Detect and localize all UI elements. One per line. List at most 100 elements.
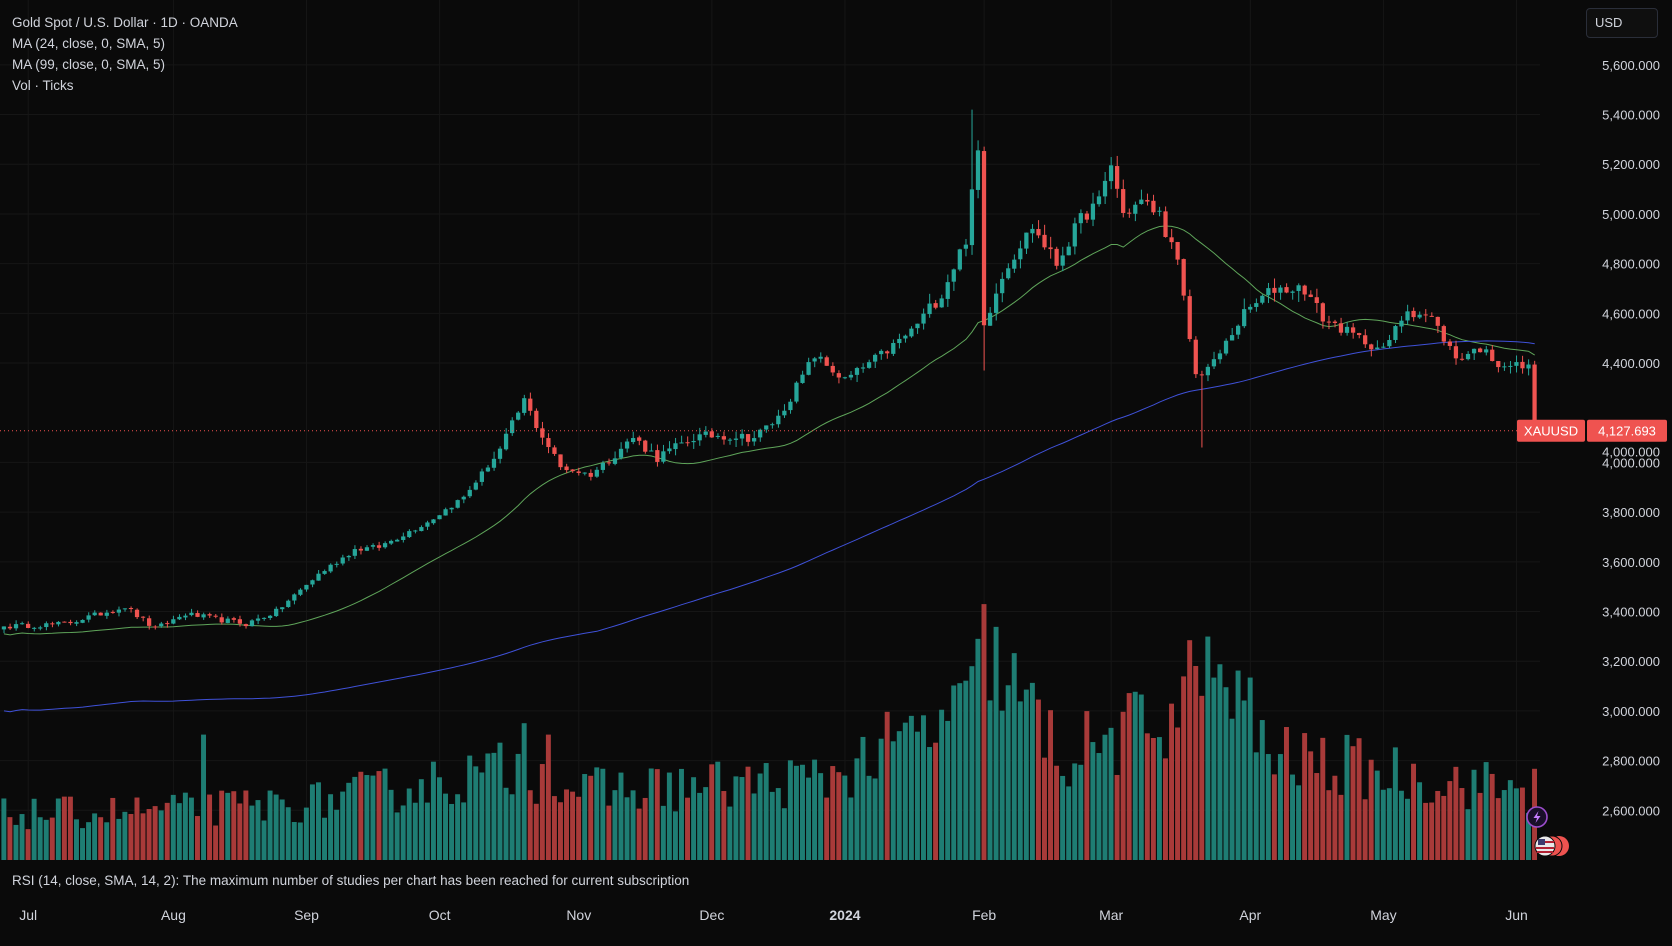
candle[interactable] [594,466,599,478]
ma24-line[interactable] [3,225,1535,636]
candle[interactable] [939,294,944,308]
candle[interactable] [782,404,787,418]
candle[interactable] [631,431,636,445]
candle[interactable] [612,451,618,466]
candle[interactable] [340,554,345,566]
candle[interactable] [776,409,781,428]
candle[interactable] [1229,327,1235,341]
candle[interactable] [1006,263,1011,280]
candle[interactable] [873,353,878,368]
candle[interactable] [110,610,115,614]
candle[interactable] [449,507,454,513]
candle[interactable] [1369,343,1374,357]
candle[interactable] [733,431,739,448]
candle[interactable] [1296,283,1301,302]
candle[interactable] [1139,189,1144,205]
candle[interactable] [1175,241,1180,265]
candle[interactable] [879,349,884,360]
candle[interactable] [1314,288,1319,313]
candle[interactable] [752,430,757,446]
candle[interactable] [570,469,575,473]
candle[interactable] [473,480,478,491]
candle[interactable] [655,444,660,467]
ma99-legend[interactable]: MA (99, close, 0, SMA, 5) [12,57,166,72]
candle[interactable] [491,451,497,471]
candle[interactable] [50,621,55,628]
candle[interactable] [1084,210,1089,223]
candle[interactable] [540,421,545,445]
candle[interactable] [975,140,981,199]
candle[interactable] [516,411,521,421]
candle[interactable] [1223,338,1229,356]
candle[interactable] [56,621,61,627]
candle[interactable] [243,623,249,629]
candle[interactable] [1090,192,1096,227]
candle[interactable] [431,518,436,525]
candle[interactable] [1127,208,1132,218]
candle[interactable] [1417,311,1422,319]
candle[interactable] [104,609,109,619]
candle[interactable] [1254,298,1259,312]
candle[interactable] [261,617,267,621]
candle[interactable] [624,438,630,453]
candle[interactable] [1350,323,1356,339]
candle[interactable] [19,621,25,625]
candle[interactable] [1393,324,1398,344]
candle[interactable] [370,543,376,550]
candle[interactable] [80,619,85,624]
candle[interactable] [316,570,321,581]
candle[interactable] [969,109,975,255]
candle[interactable] [255,614,261,625]
candle[interactable] [528,392,533,416]
candle[interactable] [134,608,140,620]
candle[interactable] [1465,351,1471,361]
candle[interactable] [1181,258,1186,301]
candle[interactable] [600,460,605,474]
candle[interactable] [334,561,339,568]
candle[interactable] [13,620,19,631]
candle[interactable] [842,376,847,380]
ma24-legend[interactable]: MA (24, close, 0, SMA, 5) [12,36,166,51]
candle[interactable] [866,359,872,369]
candle[interactable] [461,495,466,504]
candle[interactable] [679,435,684,444]
candle[interactable] [1205,363,1210,382]
candle[interactable] [32,626,37,632]
candle[interactable] [128,606,134,613]
candle[interactable] [558,454,563,471]
candle[interactable] [860,363,866,373]
candle[interactable] [92,610,97,617]
candle[interactable] [1357,332,1362,339]
candle[interactable] [376,541,382,551]
candle[interactable] [994,283,999,321]
candle[interactable] [848,371,854,381]
candle[interactable] [7,623,13,630]
candle[interactable] [1036,220,1041,239]
candle[interactable] [1145,193,1150,206]
candle[interactable] [673,437,678,456]
candle[interactable] [885,350,890,359]
candle[interactable] [98,612,103,616]
candle[interactable] [770,422,775,429]
candle[interactable] [286,599,291,608]
candle[interactable] [44,621,49,631]
candle[interactable] [1290,290,1295,300]
candle[interactable] [637,435,642,446]
candle[interactable] [1459,352,1465,361]
candle[interactable] [933,299,938,310]
candle[interactable] [854,366,860,383]
candle[interactable] [183,613,188,621]
candle[interactable] [1260,294,1265,305]
candle[interactable] [74,620,79,627]
candle[interactable] [485,464,491,473]
candle[interactable] [1217,349,1223,364]
candle[interactable] [1121,179,1126,218]
candle[interactable] [189,608,194,617]
candle[interactable] [389,539,394,545]
candle[interactable] [945,274,950,307]
candle[interactable] [576,467,581,476]
candle[interactable] [812,356,817,368]
symbol-price-tag[interactable]: XAUUSD [1517,419,1585,442]
candle[interactable] [1012,254,1017,273]
